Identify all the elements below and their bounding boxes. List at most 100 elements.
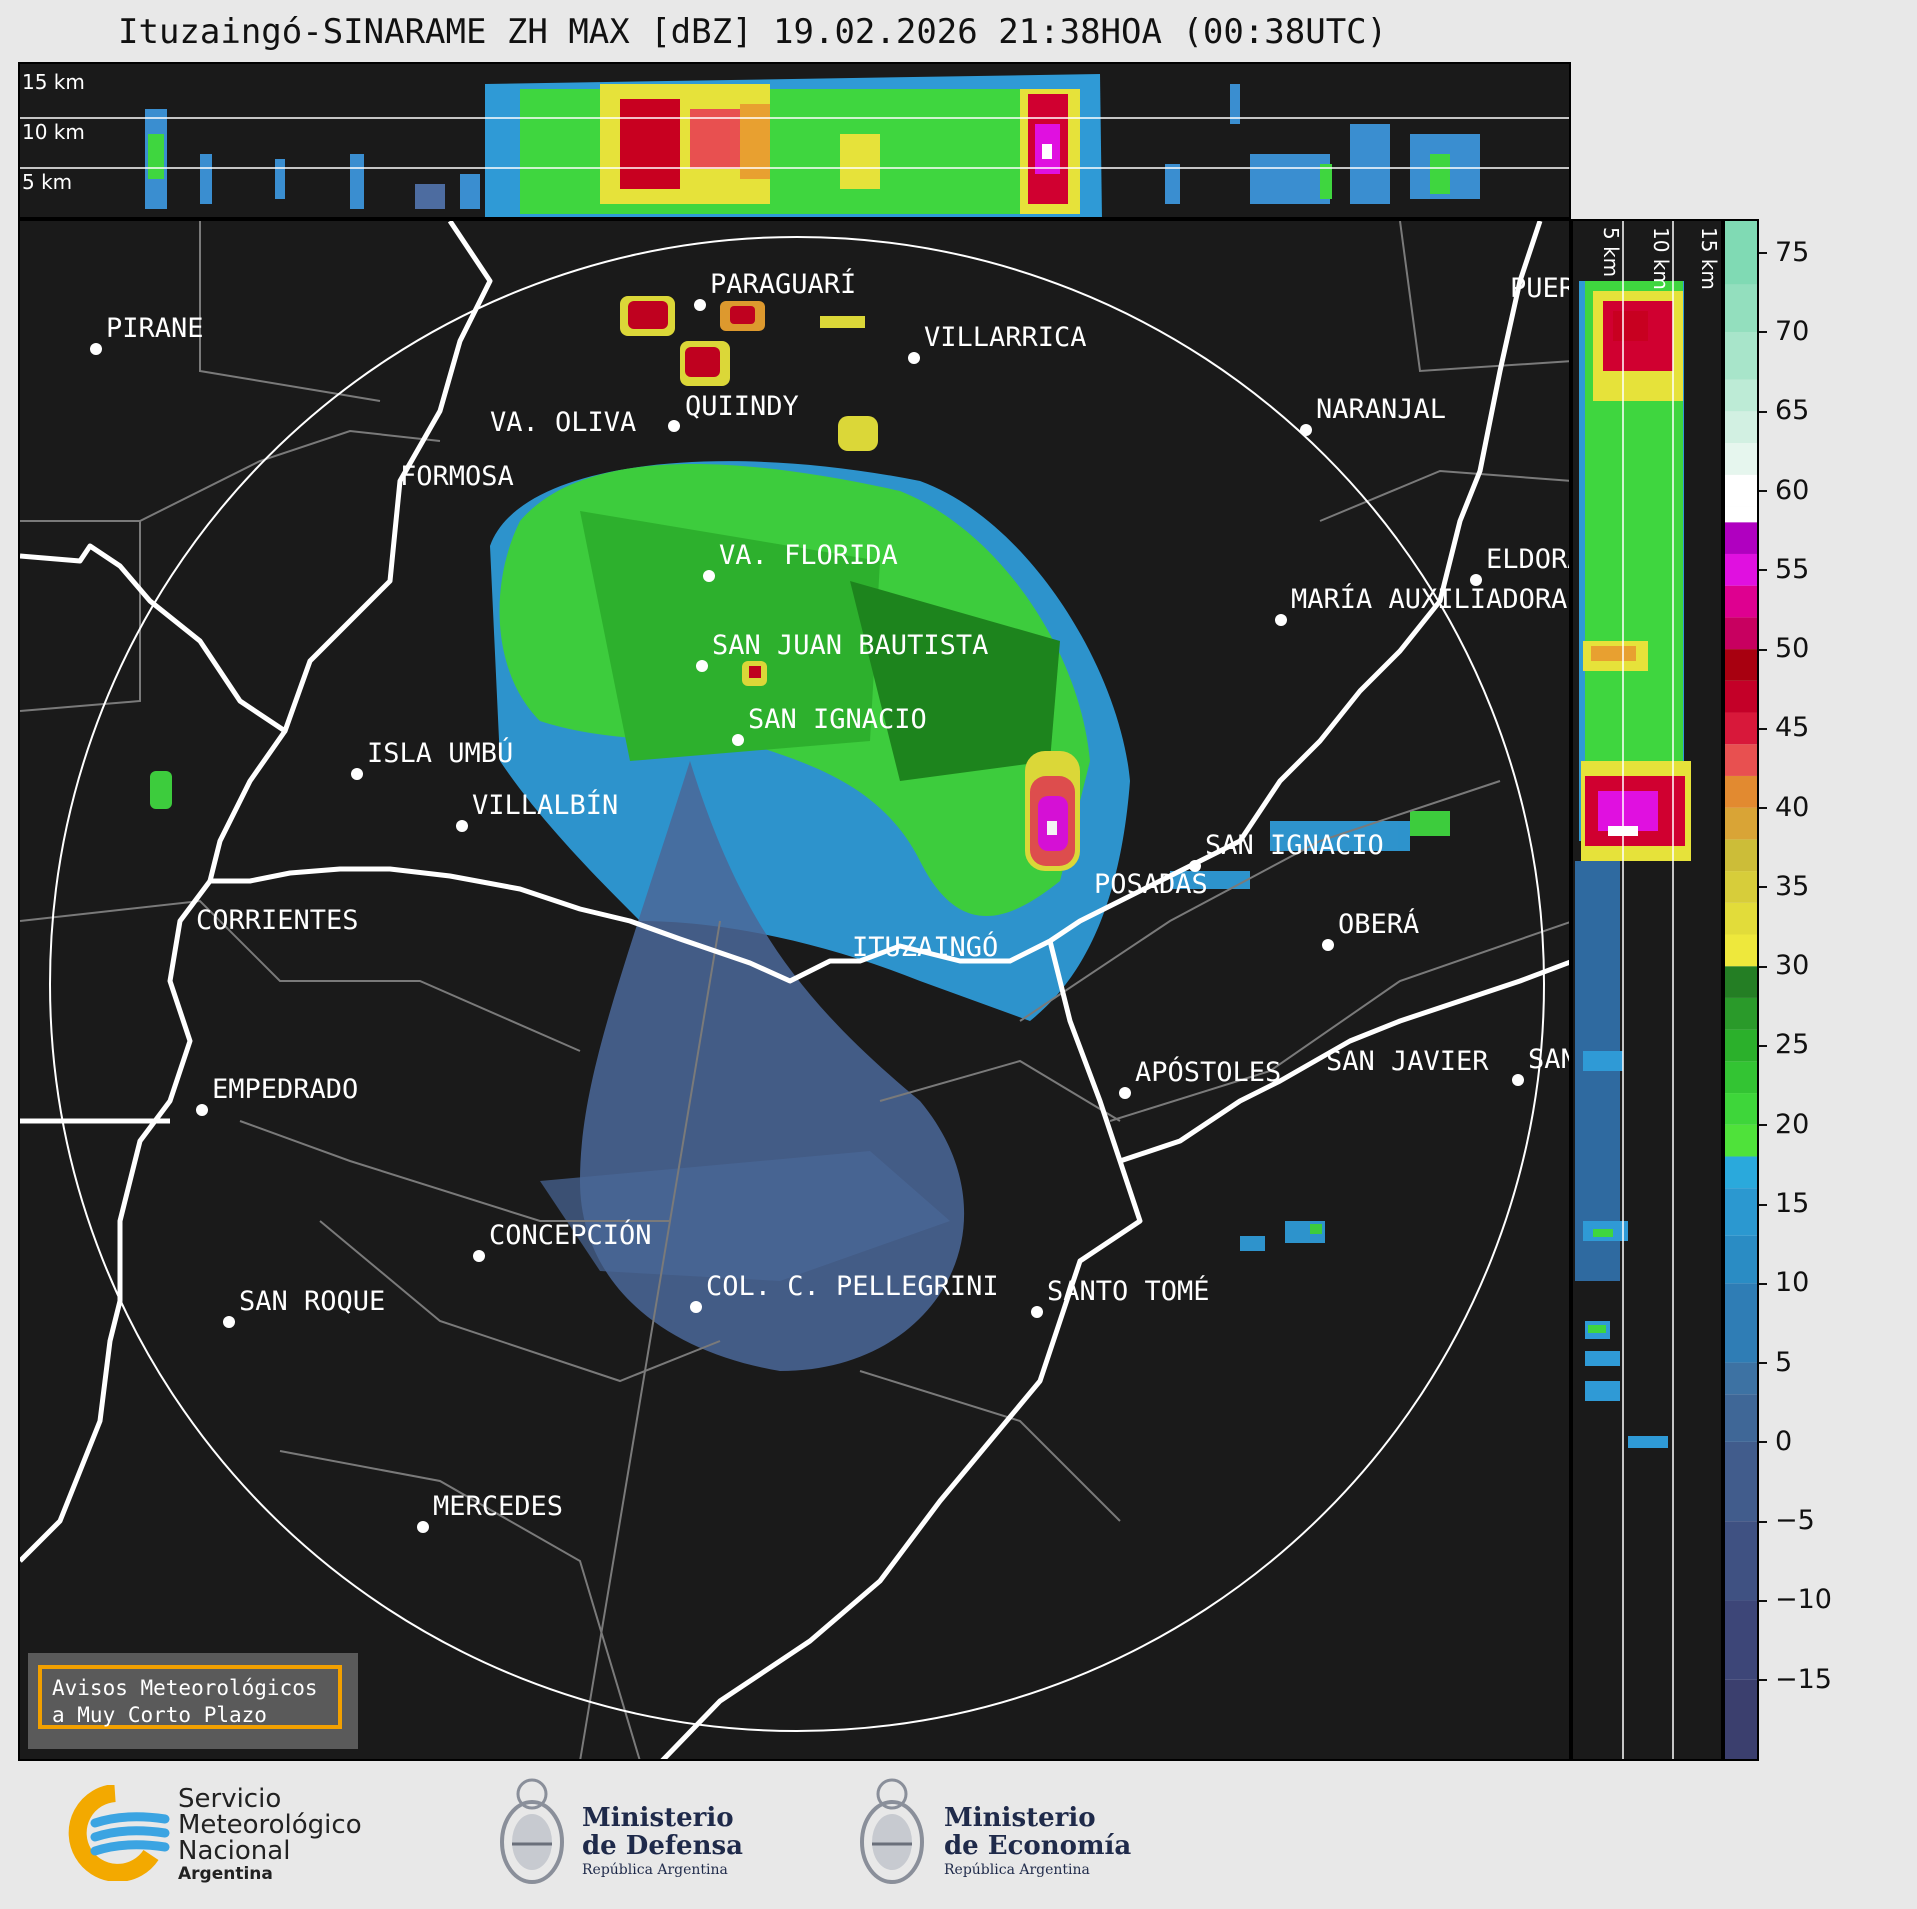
colorbar-tick-label: 5 — [1775, 1346, 1793, 1378]
city-label: ISLA UMBÚ — [367, 738, 514, 769]
city-dot — [1322, 939, 1334, 951]
colorbar-segment — [1725, 1029, 1757, 1062]
city-dot — [196, 1104, 208, 1116]
city-label: CONCEPCIÓN — [489, 1220, 652, 1251]
colorbar-tick-label: −10 — [1775, 1584, 1832, 1616]
economia-line3: República Argentina — [944, 1862, 1090, 1878]
city-dot — [732, 734, 744, 746]
top-label-15km: 15 km — [22, 70, 85, 94]
radar-map-svg — [20, 221, 1569, 1759]
colorbar-segment — [1725, 807, 1757, 840]
city-label: CORRIENTES — [196, 905, 359, 936]
colorbar-svg — [1725, 221, 1757, 1759]
colorbar-tick: 75 — [1759, 237, 1809, 268]
colorbar-tick: 30 — [1759, 950, 1809, 981]
city-dot — [1119, 1087, 1131, 1099]
colorbar-segment — [1725, 680, 1757, 713]
aviso-box: Avisos Meteorológicos a Muy Corto Plazo — [28, 1653, 358, 1749]
city-dot — [668, 420, 680, 432]
city-label: VILLARRICA — [924, 322, 1087, 353]
colorbar-tick-label: 50 — [1775, 633, 1810, 665]
colorbar-segment — [1725, 522, 1757, 554]
colorbar-tick-label: 45 — [1775, 712, 1810, 744]
colorbar-tick: 65 — [1759, 395, 1809, 426]
city-label: PUERTO — [1510, 273, 1569, 304]
rivers-borders — [20, 221, 1569, 1759]
aviso-line1: Avisos Meteorológicos — [52, 1676, 318, 1700]
city-label: SAN IGNACIO — [748, 704, 927, 735]
colorbar-segment — [1725, 902, 1757, 935]
city-label: OBERÁ — [1338, 909, 1420, 940]
colorbar-segment — [1725, 553, 1757, 586]
colorbar-tick-label: 20 — [1775, 1108, 1810, 1140]
colorbar-tick-label: 25 — [1775, 1029, 1810, 1061]
top-label-10km: 10 km — [22, 120, 85, 144]
radar-echoes — [150, 296, 1450, 1371]
defensa-line2: de Defensa — [582, 1831, 743, 1861]
city-label: SAN JUAN BAUTISTA — [712, 630, 989, 661]
colorbar-tick: 45 — [1759, 712, 1809, 743]
colorbar-segment — [1725, 1362, 1757, 1395]
city-label: SAN ROQUE — [239, 1286, 386, 1317]
colorbar-tick: 20 — [1759, 1109, 1809, 1140]
colorbar-tick: −5 — [1759, 1505, 1815, 1536]
city-dot — [1512, 1074, 1524, 1086]
right-cross-section: 5 km 10 km 15 km — [1571, 219, 1723, 1761]
colorbar-segment — [1725, 649, 1757, 681]
city-label: MARÍA AUXILIADORA — [1291, 584, 1568, 615]
colorbar-segment — [1725, 1679, 1757, 1759]
colorbar-segment — [1725, 966, 1757, 998]
aviso-line2: a Muy Corto Plazo — [52, 1703, 267, 1727]
city-dot — [703, 570, 715, 582]
colorbar-tick: 0 — [1759, 1426, 1792, 1457]
coat-of-arms-icon — [860, 1778, 924, 1884]
city-label: ITUZAINGÓ — [852, 932, 999, 963]
smn-line2: Meteorológico — [178, 1810, 362, 1840]
city-label: VA. FLORIDA — [719, 540, 898, 571]
colorbar-tick-label: 0 — [1775, 1425, 1793, 1457]
colorbar-tick-label: −15 — [1775, 1663, 1832, 1695]
city-label: SAN IGNACIO — [1205, 830, 1384, 861]
city-label: ELDORADO — [1486, 544, 1569, 575]
city-dot — [694, 299, 706, 311]
colorbar-tick-label: 35 — [1775, 870, 1810, 902]
city-label: PARAGUARÍ — [710, 269, 857, 300]
colorbar-tick: −15 — [1759, 1664, 1832, 1695]
colorbar-segment — [1725, 839, 1757, 872]
radar-map: PIRANE PARAGUARÍ VILLARRICA QUIINDY VA. … — [18, 219, 1571, 1761]
city-dot — [223, 1316, 235, 1328]
city-label: VA. OLIVA — [490, 407, 637, 438]
city-dot — [1300, 424, 1312, 436]
colorbar-segment — [1725, 997, 1757, 1030]
colorbar-tick: 15 — [1759, 1188, 1809, 1219]
colorbar-tick-label: 60 — [1775, 474, 1810, 506]
city-dot — [90, 343, 102, 355]
colorbar-tick-label: 55 — [1775, 553, 1810, 585]
colorbar-segment — [1725, 1235, 1757, 1284]
city-dot — [1031, 1306, 1043, 1318]
colorbar-segment — [1725, 1061, 1757, 1094]
colorbar-tick: 40 — [1759, 792, 1809, 823]
top-echo-svg — [20, 74, 1569, 217]
city-label: FORMOSA — [400, 461, 514, 492]
city-dot — [696, 660, 708, 672]
city-dot — [1189, 860, 1201, 872]
colorbar-segment — [1725, 331, 1757, 380]
city-dot — [351, 768, 363, 780]
colorbar-segment — [1725, 1394, 1757, 1442]
colorbar-segment — [1725, 379, 1757, 412]
colorbar-segment — [1725, 1521, 1757, 1601]
city-label: SAN JAVIER — [1326, 1046, 1489, 1077]
smn-logo-icon — [68, 1785, 170, 1881]
city-label: SAN — [1528, 1044, 1569, 1075]
economia-line2: de Economía — [944, 1831, 1132, 1861]
city-label: POSADAS — [1094, 869, 1208, 900]
city-dot — [417, 1521, 429, 1533]
colorbar-tick: −10 — [1759, 1584, 1832, 1615]
colorbar-segment — [1725, 871, 1757, 903]
colorbar-segment — [1725, 585, 1757, 618]
city-label: VILLALBÍN — [472, 790, 619, 821]
colorbar-segment — [1725, 474, 1757, 507]
city-dot — [473, 1250, 485, 1262]
city-label: COL. C. PELLEGRINI — [706, 1271, 999, 1302]
